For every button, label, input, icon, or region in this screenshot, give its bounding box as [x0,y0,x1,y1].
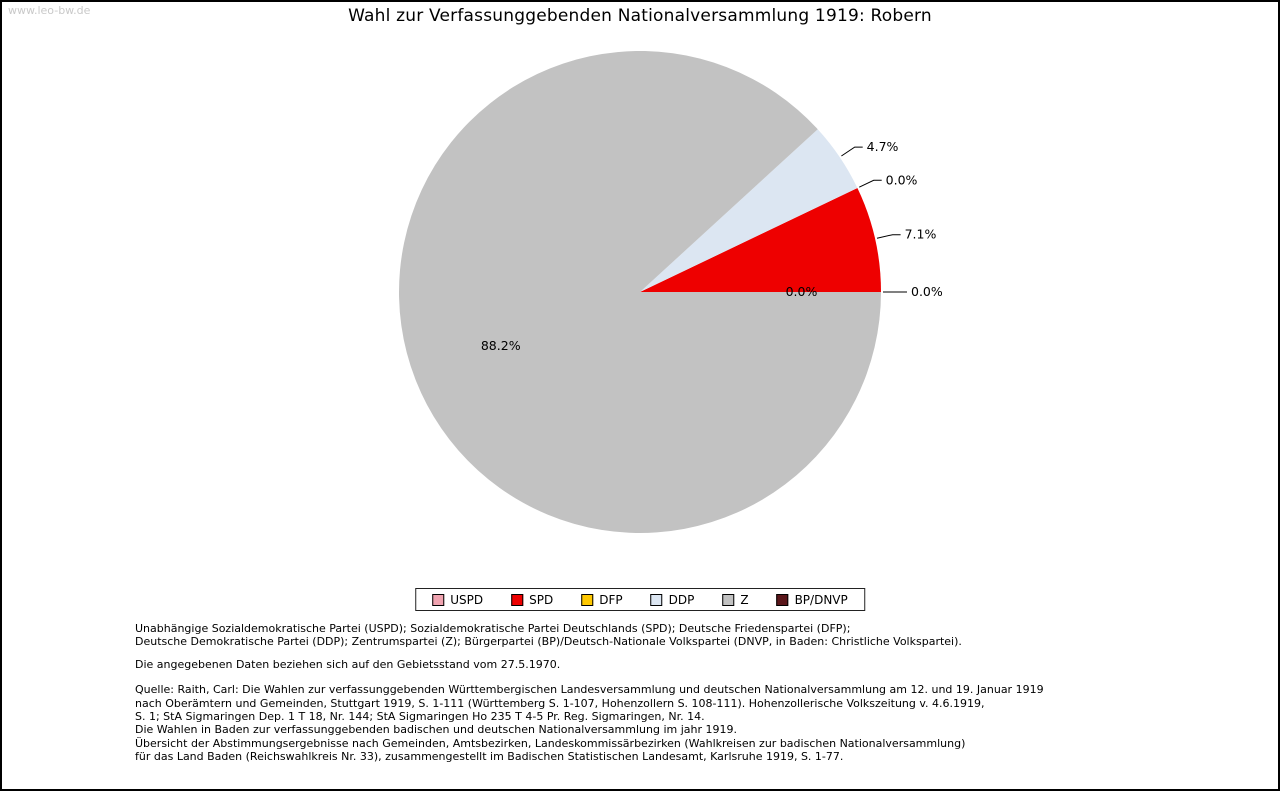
footer-line: Übersicht der Abstimmungsergebnisse nach… [135,736,966,750]
legend-item-z: Z [722,592,749,607]
legend-label-z: Z [740,592,749,607]
slice-label-ddp: 4.7% [867,139,899,154]
footer-line: Unabhängige Sozialdemokratische Partei (… [135,622,851,635]
legend-item-bp-dnvp: BP/DNVP [776,592,848,607]
footer-line: nach Oberämtern und Gemeinden, Stuttgart… [135,696,985,710]
legend-swatch-spd [511,593,524,606]
legend-swatch-z [722,593,735,606]
footer-notes: Unabhängige Sozialdemokratische Partei (… [135,622,1044,773]
slice-label-uspd: 0.0% [911,284,943,299]
footer-line: Die Wahlen in Baden zur verfassunggebend… [135,723,738,737]
territorial-status-note: Die angegebenen Daten beziehen sich auf … [135,657,561,671]
legend-label-spd: SPD [529,592,554,607]
slice-leader-ddp [841,146,863,157]
watermark: www.leo-bw.de [8,4,91,17]
footer-line: Quelle: Raith, Carl: Die Wahlen zur verf… [135,683,1044,697]
pie-slice-z [399,50,881,533]
pie-slice-ddp [640,129,858,292]
legend-swatch-bp-dnvp [776,593,789,606]
legend-item-ddp: DDP [650,592,695,607]
legend-label-uspd: USPD [450,592,484,607]
legend-item-uspd: USPD [432,593,483,607]
legend-swatch-dfp [581,593,594,606]
pie-slice-spd [640,188,881,292]
legend-item-dfp: DFP [581,592,623,607]
footer-line: für das Land Baden (Reichswahlkreis Nr. … [135,750,844,764]
legend-label-ddp: DDP [668,592,695,607]
party-abbreviation-note: Unabhängige Sozialdemokratische Partei (… [135,622,1044,649]
slice-label-dfp: 0.0% [886,172,918,187]
footer-line: S. 1; StA Sigmaringen Dep. 1 T 18, Nr. 1… [135,710,705,724]
legend-label-dfp: DFP [599,592,623,607]
legend-item-spd: SPD [511,593,553,607]
legend-label-bp-dnvp: BP/DNVP [794,592,848,607]
pie-chart: 0.0% 7.1% 0.0% 4.7% 88.2% 0.0% [399,50,943,533]
slice-leader-dfp [858,179,882,188]
slice-leader-spd [876,234,901,239]
footer-line: Deutsche Demokratische Partei (DDP); Zen… [135,635,962,649]
legend-swatch-ddp [650,593,663,606]
source-note: Quelle: Raith, Carl: Die Wahlen zur verf… [135,683,1044,763]
slice-label-bp-dnvp: 0.0% [786,284,818,299]
chart-title: Wahl zur Verfassunggebenden Nationalvers… [348,6,932,26]
legend: USPD SPD DFP DDP Z BP/DNVP [415,588,865,611]
legend-swatch-uspd [432,593,445,606]
slice-label-spd: 7.1% [905,227,937,242]
slice-label-z: 88.2% [481,338,521,353]
